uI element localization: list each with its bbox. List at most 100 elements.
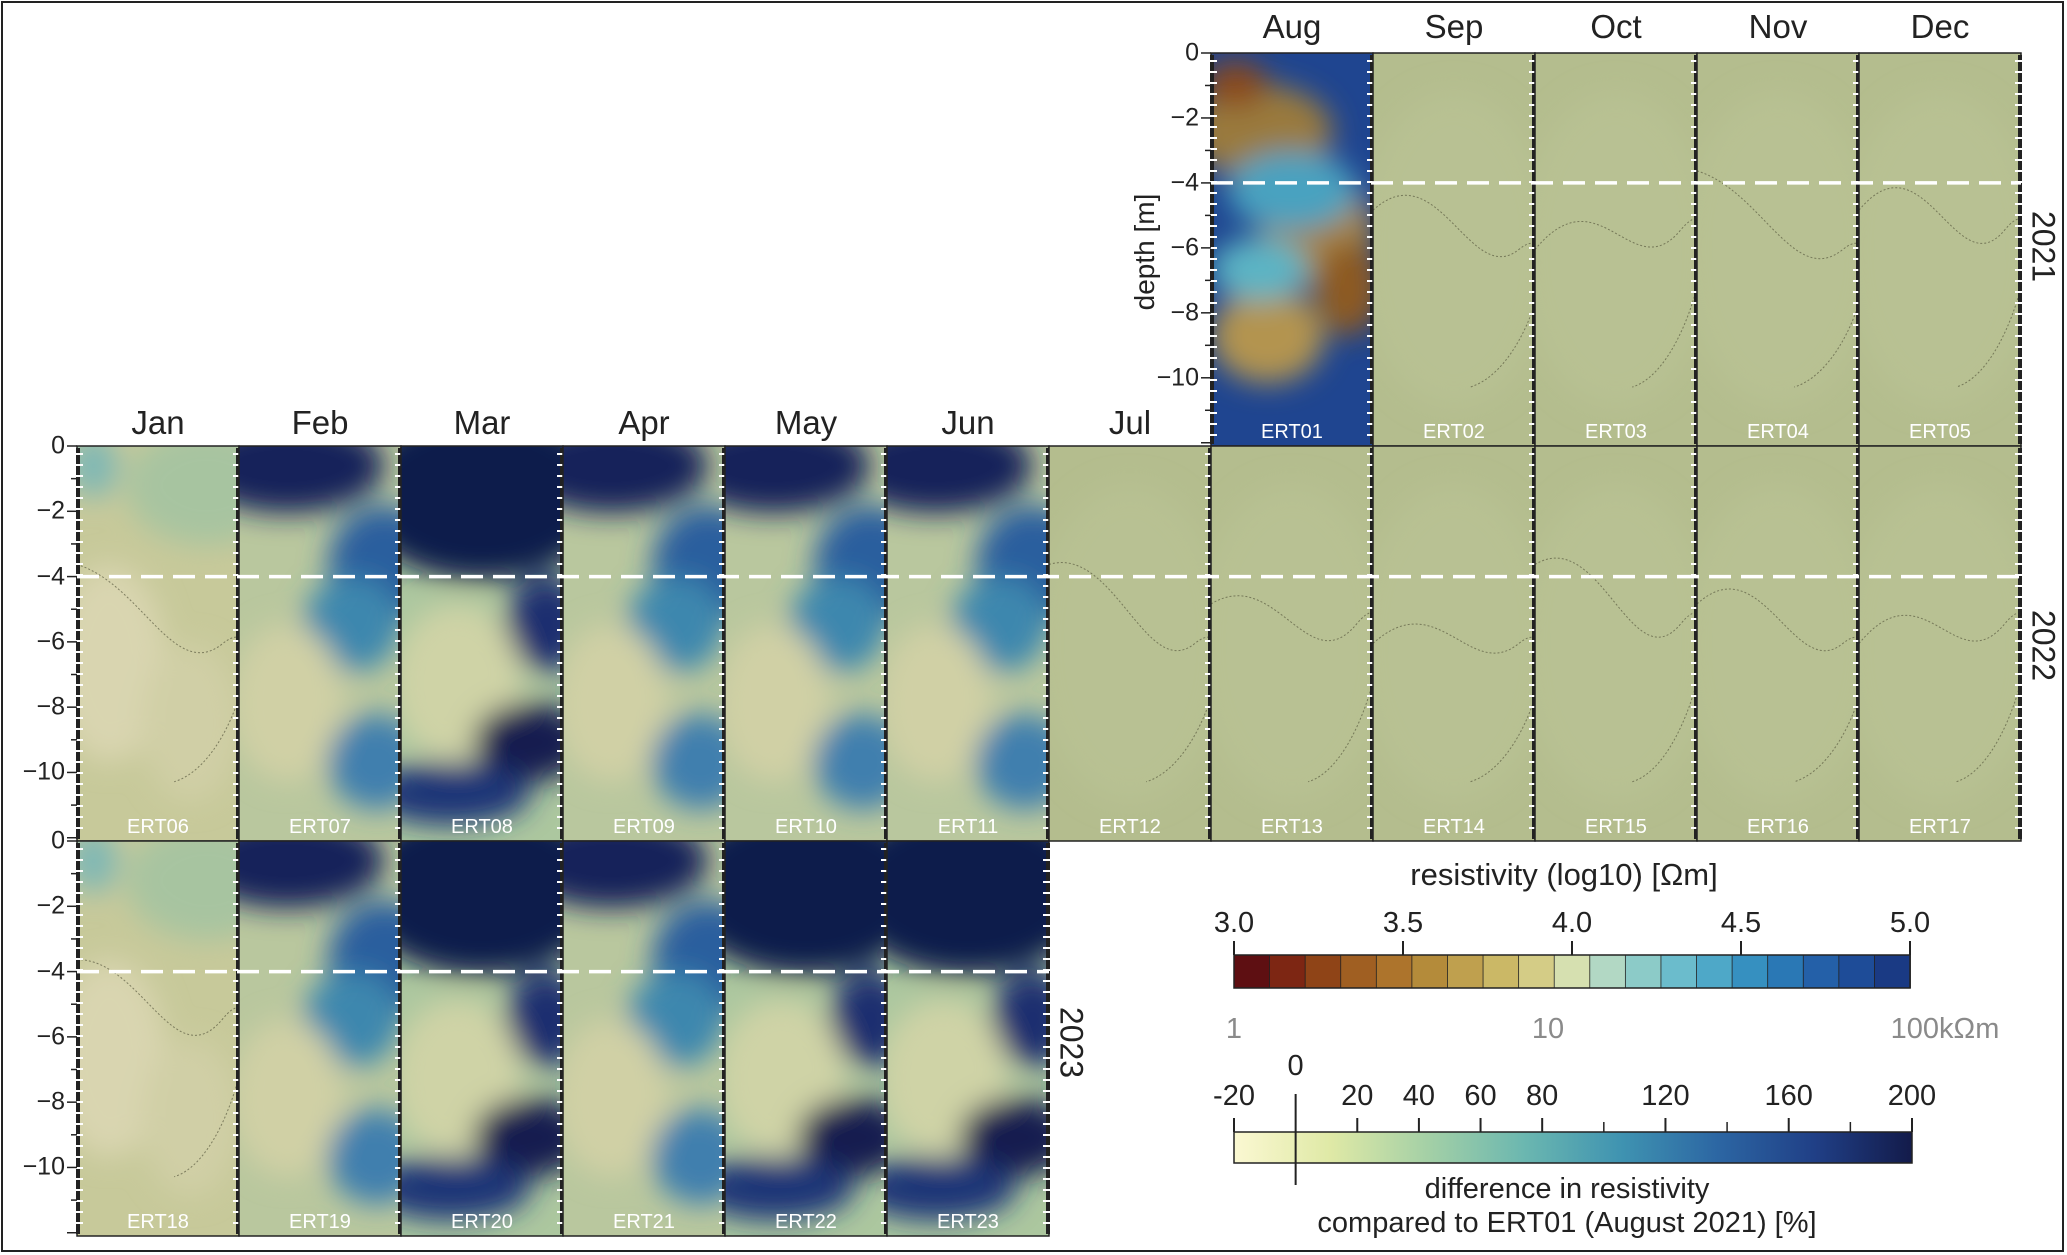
panel-ERT21 — [562, 840, 726, 1237]
ert-label: ERT15 — [1585, 816, 1647, 838]
difference-label-line2: compared to ERT01 (August 2021) [%] — [1317, 1207, 1817, 1239]
month-label: Dec — [1910, 8, 1970, 45]
electrode-marks — [2015, 448, 2025, 839]
depth-tick-label: −4 — [36, 957, 65, 986]
depth-tick-label: −6 — [36, 1022, 65, 1051]
panel-ERT22 — [724, 840, 888, 1237]
depth-tick-label: −8 — [36, 1087, 65, 1116]
depth-tick-label: −4 — [1170, 168, 1199, 197]
difference-tick: 160 — [1764, 1080, 1813, 1112]
resistivity-bar-title: resistivity (log10) [Ωm] — [1410, 857, 1718, 892]
resistivity-tick-top: 3.5 — [1382, 907, 1424, 939]
ert-label: ERT12 — [1099, 816, 1161, 838]
panel-ERT06 — [76, 445, 240, 842]
ert-label: ERT17 — [1909, 816, 1971, 838]
depth-tick-label: −2 — [1170, 103, 1199, 132]
panel-ERT04 — [1696, 52, 1860, 447]
panel-ERT16 — [1696, 445, 1860, 842]
month-label: Nov — [1748, 8, 1808, 45]
panel-ERT01 — [1210, 52, 1374, 447]
ert-label: ERT14 — [1423, 816, 1485, 838]
resistivity-tick-top: 3.0 — [1213, 907, 1255, 939]
electrode-marks — [1043, 843, 1053, 1234]
difference-tick: 120 — [1641, 1080, 1690, 1112]
electrode-marks — [1529, 55, 1539, 444]
ert-label: ERT19 — [289, 1211, 351, 1233]
panel-ERT19 — [238, 840, 402, 1237]
depth-tick-label: −10 — [22, 1152, 65, 1181]
depth-tick-label: −8 — [1170, 298, 1199, 327]
difference-colorbar — [1233, 1094, 1913, 1185]
difference-tick: 60 — [1464, 1080, 1497, 1112]
depth-tick-label: −4 — [36, 562, 65, 591]
ert-label: ERT20 — [451, 1211, 513, 1233]
panel-ERT03 — [1534, 52, 1698, 447]
depth-tick-label: 0 — [51, 826, 65, 855]
panel-ERT05 — [1858, 52, 2022, 447]
depth-tick-label: −2 — [36, 496, 65, 525]
difference-tick: 40 — [1402, 1080, 1436, 1112]
month-label: Jun — [941, 404, 995, 441]
ert-label: ERT05 — [1909, 421, 1971, 443]
ert-label: ERT21 — [613, 1211, 675, 1233]
ert-label: ERT16 — [1747, 816, 1809, 838]
month-label: Jul — [1108, 404, 1152, 441]
difference-tick: 20 — [1341, 1080, 1374, 1112]
panel-ERT08 — [400, 445, 564, 842]
panel-ERT17 — [1858, 445, 2022, 842]
panel-ERT07 — [238, 445, 402, 842]
ert-label: ERT13 — [1261, 816, 1323, 838]
panel-ERT10 — [724, 445, 888, 842]
ert-label: ERT10 — [775, 816, 837, 838]
panel-ERT23 — [886, 840, 1050, 1237]
difference-label-line1: difference in resistivity — [1424, 1173, 1710, 1205]
ert-label: ERT11 — [938, 816, 998, 838]
month-label: Oct — [1590, 8, 1642, 45]
ert-label: ERT18 — [127, 1211, 189, 1233]
depth-tick-label: −8 — [36, 692, 65, 721]
resistivity-tick-top: 5.0 — [1889, 907, 1931, 939]
month-label: Jan — [131, 404, 185, 441]
month-label: Sep — [1424, 8, 1484, 45]
depth-tick-label: −6 — [1170, 233, 1199, 262]
resistivity-tick-bottom: 1 — [1225, 1013, 1243, 1045]
difference-tick: 0 — [1287, 1050, 1304, 1082]
depth-tick-label: −6 — [36, 627, 65, 656]
month-label: Feb — [291, 404, 349, 441]
depth-tick-label: −2 — [36, 891, 65, 920]
ert-label: ERT06 — [127, 816, 189, 838]
electrode-marks — [2015, 55, 2025, 444]
difference-tick: -20 — [1213, 1080, 1255, 1112]
panel-ERT13 — [1210, 445, 1374, 842]
ert-label: ERT03 — [1585, 421, 1647, 443]
month-label: Apr — [618, 404, 670, 441]
panel-ERT11 — [886, 445, 1050, 842]
month-label: May — [774, 404, 838, 441]
depth-tick-label: 0 — [51, 431, 65, 460]
depth-tick-label: −10 — [1156, 363, 1199, 392]
resistivity-tick-bottom: 10 — [1531, 1013, 1565, 1045]
resistivity-tick-bottom: 100kΩm — [1890, 1013, 2000, 1045]
resistivity-tick-top: 4.0 — [1551, 907, 1593, 939]
panel-ERT12 — [1048, 445, 1212, 842]
depth-tick-label: 0 — [1185, 38, 1199, 67]
panel-ERT14 — [1372, 445, 1536, 842]
resistivity-tick-top: 4.5 — [1720, 907, 1762, 939]
ert-label: ERT07 — [289, 816, 351, 838]
depth-tick-label: −10 — [22, 757, 65, 786]
difference-tick: 80 — [1526, 1080, 1559, 1112]
ert-label: ERT08 — [451, 816, 513, 838]
ert-label: ERT04 — [1747, 421, 1809, 443]
ert-label: ERT23 — [937, 1211, 999, 1233]
difference-tick: 200 — [1887, 1080, 1937, 1112]
ert-label: ERT22 — [775, 1211, 837, 1233]
ert-label: ERT02 — [1423, 421, 1485, 443]
month-label: Mar — [453, 404, 511, 441]
electrode-marks — [73, 843, 83, 1234]
month-label: Aug — [1262, 8, 1322, 45]
panel-ERT18 — [76, 840, 240, 1237]
ert-label: ERT01 — [1261, 421, 1323, 443]
